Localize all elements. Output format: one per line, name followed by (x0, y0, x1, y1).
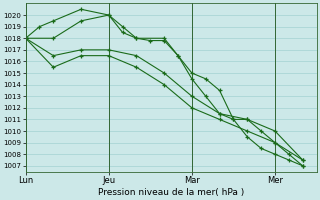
X-axis label: Pression niveau de la mer( hPa ): Pression niveau de la mer( hPa ) (98, 188, 244, 197)
